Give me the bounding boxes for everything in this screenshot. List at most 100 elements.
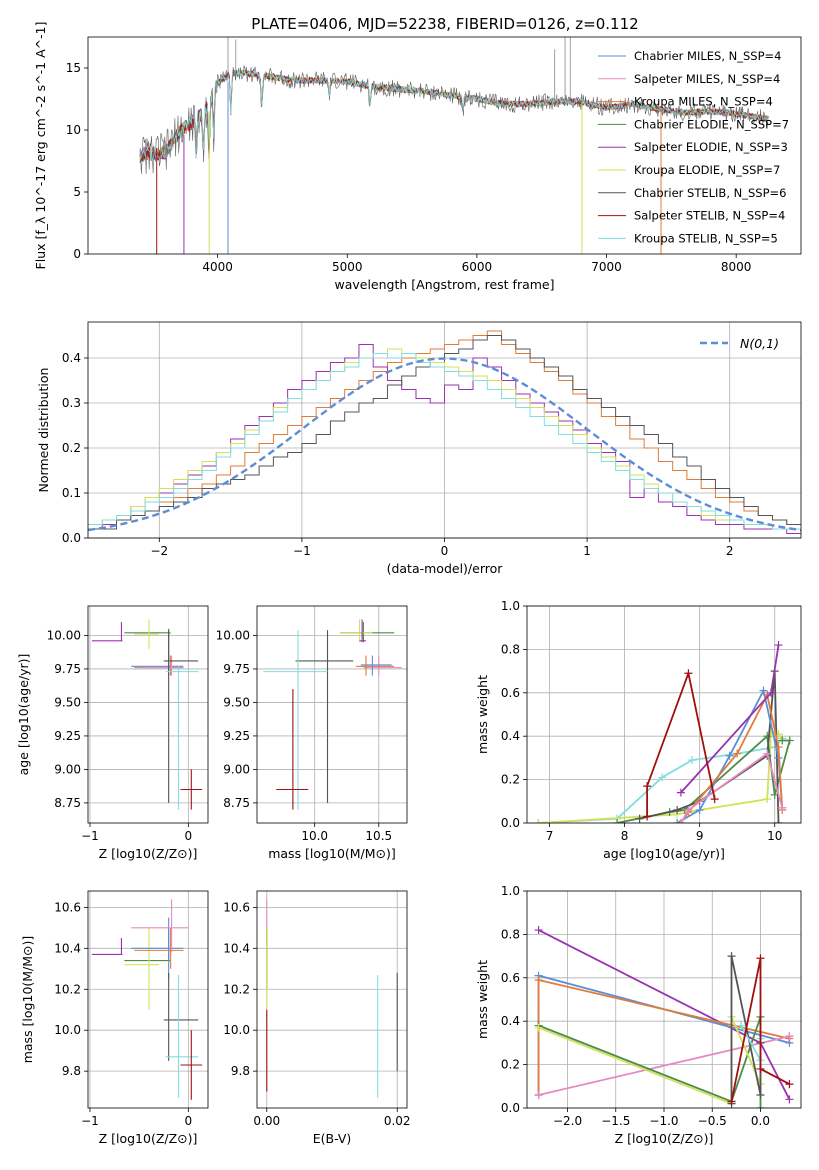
y-tick-label: 10.4: [223, 941, 250, 955]
y-tick-label: 0.0: [501, 816, 520, 830]
weight-marker: [727, 952, 736, 961]
data-point: [340, 619, 373, 643]
x-axis-label: (data-model)/error: [387, 561, 504, 576]
y-tick-label: 9.75: [223, 662, 250, 676]
weight-marker: [785, 736, 794, 745]
x-axis-label: mass [log10(M/M⊙)]: [268, 846, 396, 861]
weight-marker: [613, 819, 622, 823]
points-mass-vs-Z: [91, 899, 203, 1100]
spectrum-line: [139, 69, 769, 162]
weight-marker: [643, 812, 652, 821]
x-tick-label: −0.5: [698, 1114, 727, 1128]
y-tick-label: 0.3: [62, 396, 81, 410]
weight-marker: [684, 669, 693, 678]
weight-marker: [673, 805, 682, 814]
weight-marker: [658, 773, 667, 782]
weight-marker: [635, 814, 644, 823]
weight-marker: [534, 926, 543, 935]
x-axis-label: E(B-V): [313, 1131, 352, 1146]
weight-line: [680, 752, 784, 823]
spectrum-legend: Chabrier MILES, N_SSP=4 Salpeter MILES, N…: [598, 49, 789, 245]
weight-marker: [688, 756, 697, 765]
legend-label: Chabrier ELODIE, N_SSP=7: [634, 117, 789, 131]
y-tick-label: 10.2: [223, 982, 250, 996]
weight-marker: [684, 805, 693, 814]
y-axis-label: age [log10(age/yr)]: [16, 654, 31, 776]
weight-marker: [763, 749, 772, 758]
y-tick-label: 0.4: [62, 351, 81, 365]
axes-mass-vs-Z: −1 0 9.8 10.0 10.2 10.4 10.6 Z [log10(Z/Z⊙)] mas…: [20, 891, 208, 1146]
y-tick-label: 10.6: [223, 900, 250, 914]
weight-marker: [534, 975, 543, 984]
y-tick-label: 8.75: [54, 796, 81, 810]
legend-label: Kroupa STELIB, N_SSP=5: [634, 231, 778, 245]
weight-marker: [534, 1023, 543, 1032]
weight-marker: [733, 749, 742, 758]
y-axis-label: mass weight: [475, 675, 490, 754]
x-axis-label: age [log10(age/yr)]: [603, 846, 725, 861]
x-tick-label: −1: [81, 1114, 99, 1128]
y-tick-label: 15: [66, 61, 81, 75]
x-tick-label: −2.0: [553, 1114, 582, 1128]
data-point: [359, 619, 366, 643]
y-tick-label: 1.0: [501, 884, 520, 898]
y-axis-label: Normed distribution: [36, 368, 51, 493]
lines-weight-vs-age: [534, 641, 794, 823]
weight-marker: [774, 743, 783, 752]
weight-marker: [778, 736, 787, 745]
gaussian-reference-curve: [88, 357, 801, 532]
data-point: [340, 622, 395, 643]
y-tick-label: 0.8: [501, 927, 520, 941]
weight-marker: [534, 819, 543, 823]
frame-weight-vs-age: [526, 605, 802, 824]
y-tick-label: 0.4: [501, 729, 520, 743]
x-tick-label: 8000: [721, 260, 752, 274]
data-point: [124, 927, 171, 962]
legend-label: N(0,1): [740, 336, 779, 351]
x-tick-label: 0: [185, 829, 193, 843]
x-tick-label: 0: [441, 544, 449, 558]
weight-marker: [763, 732, 772, 741]
data-point: [295, 630, 354, 803]
x-tick-label: −1: [81, 829, 99, 843]
y-tick-label: 0.4: [501, 1014, 520, 1028]
weight-line: [538, 1035, 790, 1096]
y-tick-label: 9.50: [54, 695, 81, 709]
y-axis-label: Flux [f_λ 10^-17 erg cm^-2 s^-1 A^-1]: [33, 22, 48, 270]
spectrum-frame: [87, 36, 802, 255]
data-point: [134, 619, 159, 649]
x-tick-label: −1: [293, 544, 311, 558]
legend-label: Salpeter STELIB, N_SSP=4: [634, 209, 785, 223]
weight-line: [730, 958, 790, 1102]
x-tick-label: 10: [767, 829, 782, 843]
y-tick-label: 9.8: [231, 1064, 250, 1078]
axes-mass-vs-ebv: 0.00 0.02 9.8 10.0 10.2 10.4 10.6 E(B-V): [223, 891, 411, 1146]
weight-marker: [534, 1090, 543, 1099]
x-tick-label: −1.5: [601, 1114, 630, 1128]
y-tick-label: 0.2: [501, 1058, 520, 1072]
weight-marker: [785, 1095, 794, 1104]
y-tick-label: 0.1: [62, 486, 81, 500]
weight-marker: [766, 727, 775, 736]
data-point: [131, 917, 184, 980]
legend-label: Salpeter MILES, N_SSP=4: [634, 72, 780, 86]
y-tick-label: 10.6: [54, 900, 81, 914]
data-point: [360, 655, 392, 676]
frame-mass-vs-ebv: [256, 890, 408, 1109]
weight-marker: [763, 795, 772, 804]
x-tick-label: 0.00: [253, 1114, 280, 1128]
spectrum-lines: [139, 37, 769, 254]
y-tick-label: 0.0: [62, 531, 81, 545]
points-age-vs-Z: [91, 619, 203, 810]
weight-marker: [756, 954, 765, 963]
y-tick-label: 0: [73, 247, 81, 261]
weight-line: [646, 670, 716, 817]
data-point: [131, 655, 184, 676]
axes-age-vs-Z: −1 0 8.75 9.00 9.25 9.50 9.75 10.00 Z [log10(Z/Z…: [16, 606, 208, 861]
x-tick-label: −1.0: [649, 1114, 678, 1128]
legend-label: Salpeter ELODIE, N_SSP=3: [634, 140, 788, 154]
frame-weight-vs-Z: [526, 890, 802, 1109]
axes-weight-vs-age: 7 8 9 10 0.0 0.2 0.4 0.6 0.8 1.0 age [log10(age/yr…: [475, 599, 801, 861]
y-tick-label: 10.0: [223, 1023, 250, 1037]
